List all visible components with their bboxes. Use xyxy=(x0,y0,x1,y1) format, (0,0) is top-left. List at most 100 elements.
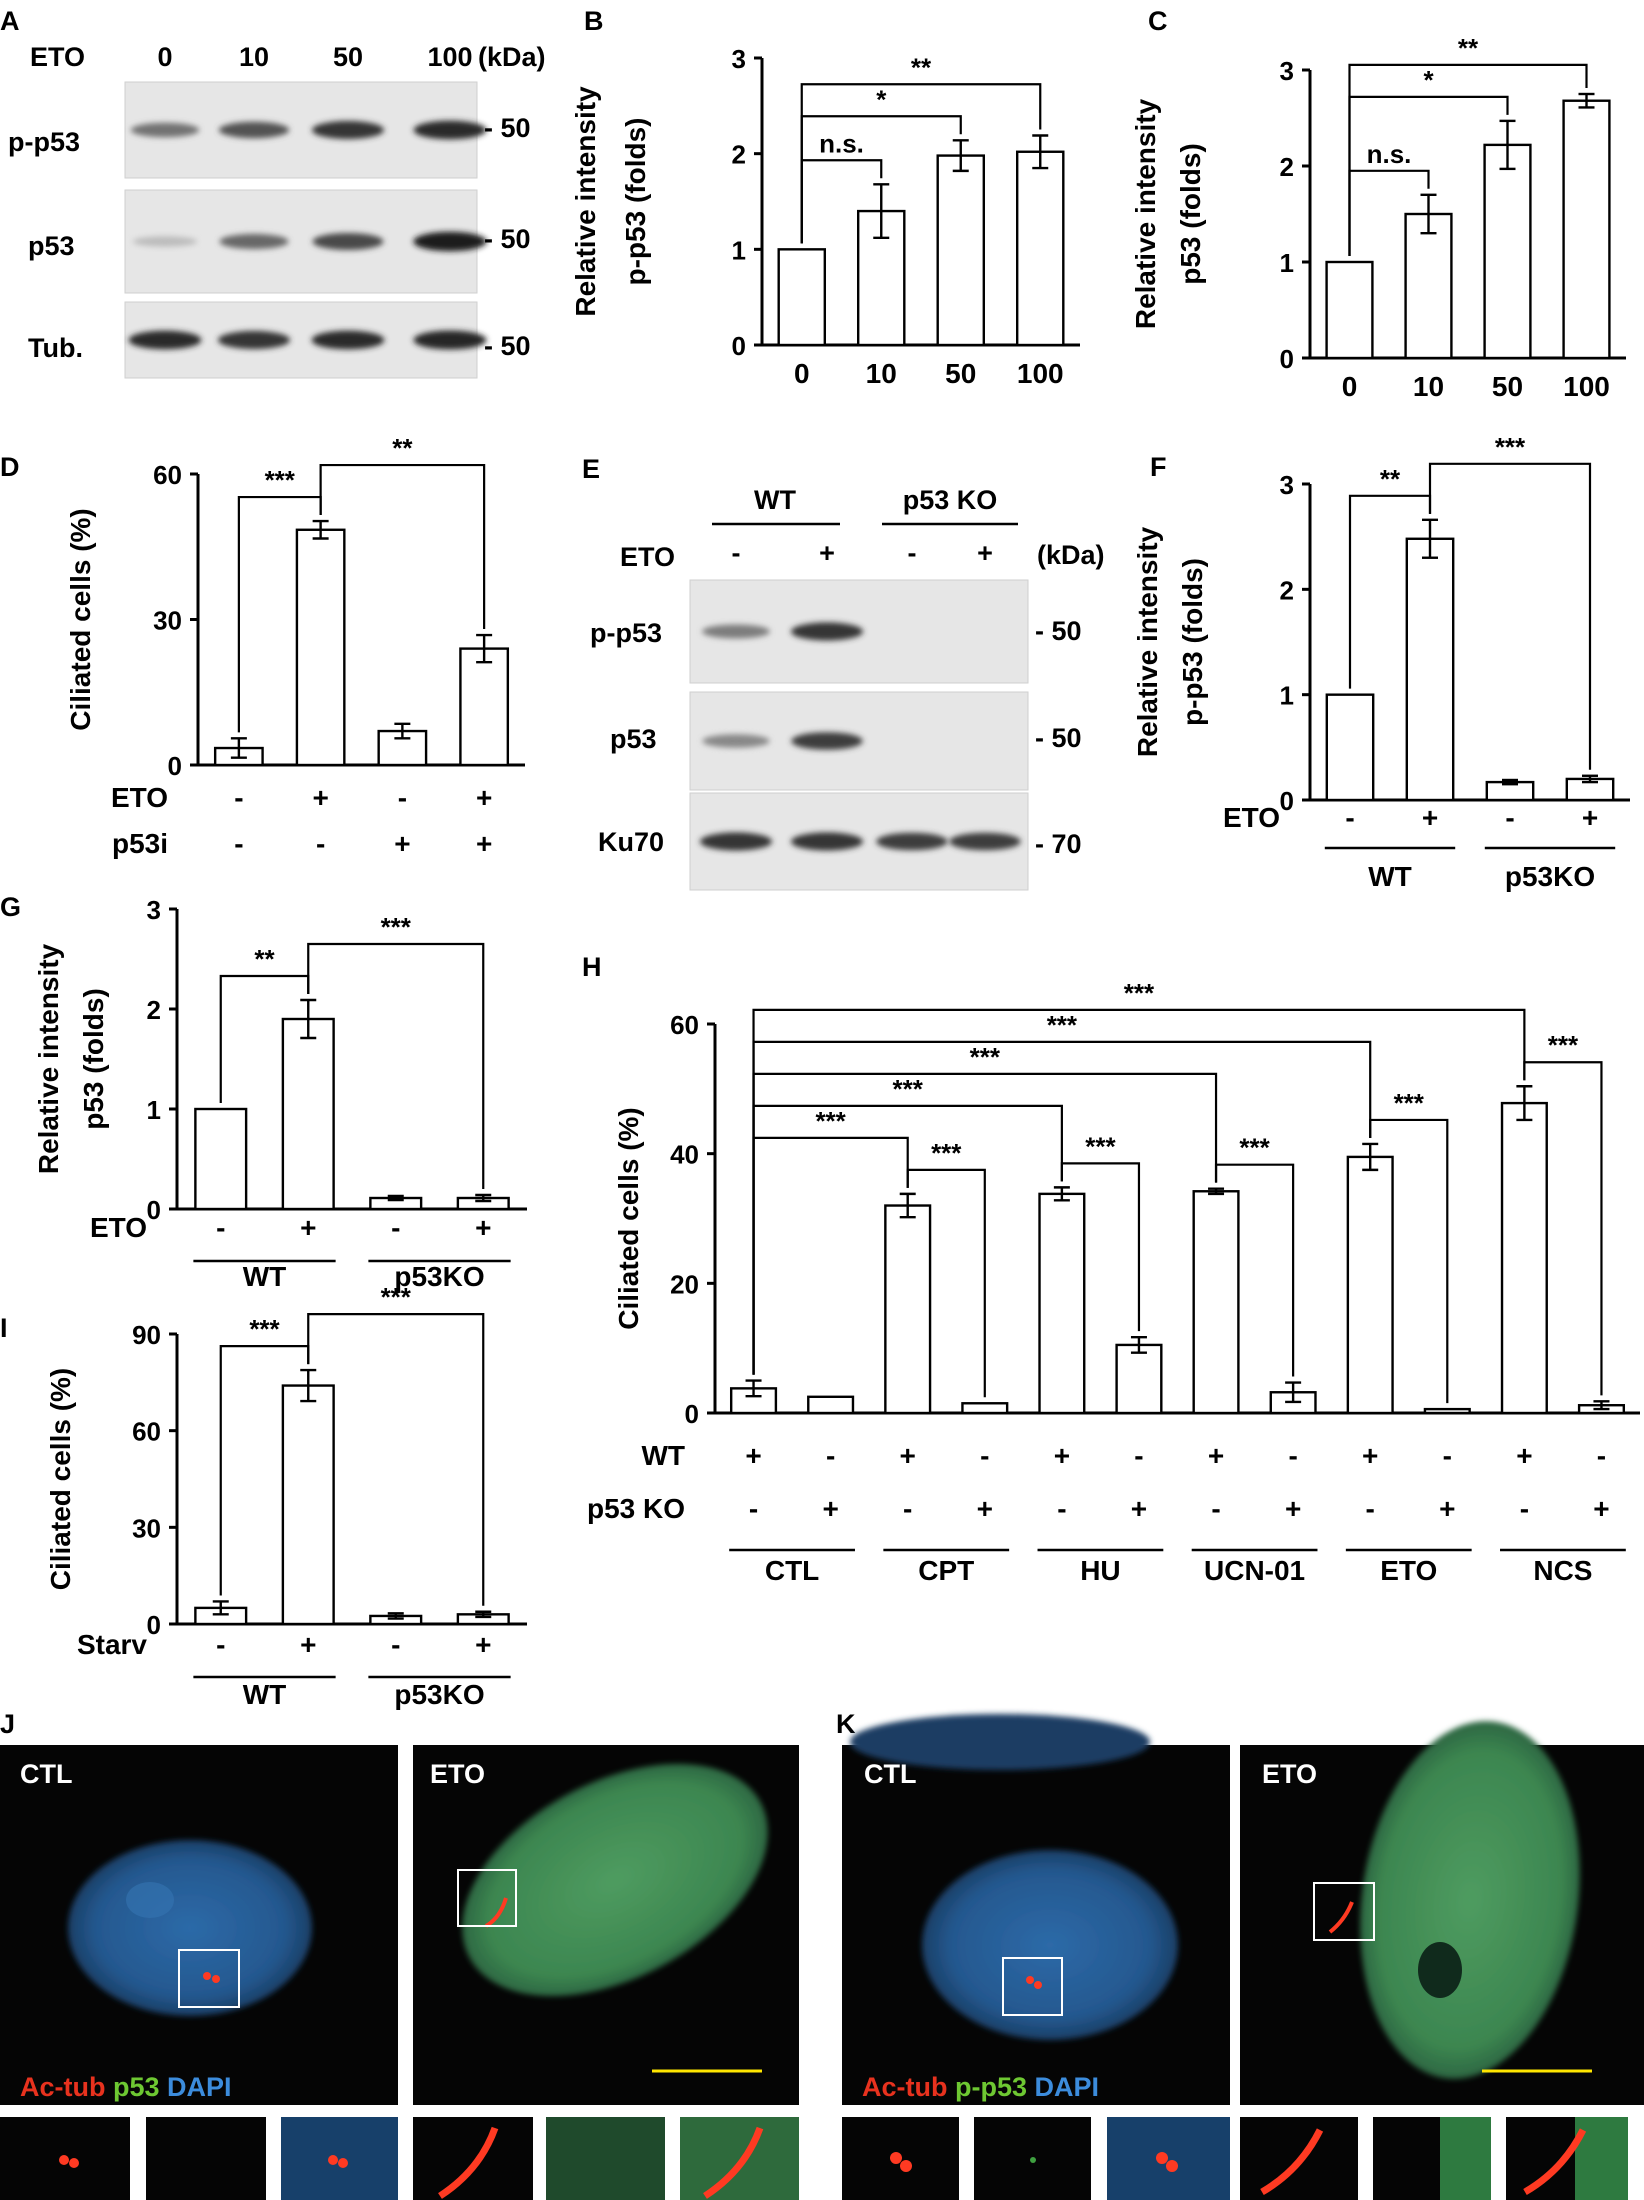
sign-D-0-2: + xyxy=(312,782,328,813)
blot-kda-3: - 50 xyxy=(484,331,531,361)
y-tick-label-G-0: 0 xyxy=(147,1195,161,1225)
panel-letter-d: D xyxy=(0,452,20,482)
bar-C-1 xyxy=(1325,260,1374,360)
sign-H-1-9: - xyxy=(1366,1493,1375,1524)
row-label-F-0: ETO xyxy=(1223,802,1280,833)
bar-D-2 xyxy=(295,528,346,767)
inset-j-1-dot xyxy=(59,2155,69,2165)
panel-letter-j: J xyxy=(0,1709,15,1739)
sig-label-H-4: *** xyxy=(1124,978,1155,1008)
sign-D-1-4: + xyxy=(476,828,492,859)
sig-label-F-1: *** xyxy=(1495,432,1526,462)
blot-band-e-3-1 xyxy=(699,832,773,851)
x-tick-label-C-3: 50 xyxy=(1492,371,1523,402)
bar-D-4 xyxy=(459,647,510,767)
group-label-H-4: ETO xyxy=(1380,1555,1437,1586)
sign-D-0-4: + xyxy=(476,782,492,813)
inset-j-2 xyxy=(146,2117,266,2200)
blot-band-a-1-1 xyxy=(130,122,200,138)
label-j-eto: ETO xyxy=(430,1759,485,1789)
sig-bracket-H-4 xyxy=(752,1008,1526,1375)
inset-j-3-dot-2 xyxy=(338,2158,348,2168)
panel-letter-i: I xyxy=(0,1313,8,1343)
blot-kda-e-3: - 70 xyxy=(1035,829,1082,859)
y-tick-label-C-0: 0 xyxy=(1280,344,1294,374)
inset-j-6-cilium xyxy=(703,2126,764,2199)
sign-D-1-3: + xyxy=(394,828,410,859)
chart-f: 0 1 2 3 Relative intensity p-p53 (folds) ETO - +… xyxy=(1132,432,1630,892)
blot-kda-e-2: - 50 xyxy=(1035,723,1082,753)
group-label-F-1: p53KO xyxy=(1505,861,1595,892)
legend-k-p-p53: p-p53 xyxy=(947,2072,1027,2102)
y-tick-label-H-0: 0 xyxy=(685,1399,699,1429)
blot-band-a-3-4 xyxy=(413,330,487,350)
nucleolus-j-ctl xyxy=(126,1882,174,1918)
y-tick-label-C-2: 2 xyxy=(1280,152,1294,182)
sign-H-0-6: - xyxy=(1134,1440,1143,1471)
blot-group-wt: WT xyxy=(754,485,796,515)
panel-j: J CTL Ac-tub p53 DAPI ETO xyxy=(0,1709,799,2200)
blot-sign-3: - xyxy=(908,538,917,568)
y-tick-label-B-0: 0 xyxy=(732,331,746,361)
y-axis-label-G-1: p53 (folds) xyxy=(78,988,109,1130)
group-label-F-0: WT xyxy=(1368,861,1412,892)
y-tick-label-G-1: 1 xyxy=(147,1095,161,1125)
group-label-G-1: p53KO xyxy=(394,1261,484,1292)
legend-j: Ac-tub p53 DAPI xyxy=(20,2072,232,2102)
y-axis-label-D-0: Ciliated cells (%) xyxy=(65,508,96,731)
y-tick-label-G-3: 3 xyxy=(147,895,161,925)
group-label-H-5: NCS xyxy=(1533,1555,1592,1586)
group-label-H-3: UCN-01 xyxy=(1204,1555,1305,1586)
y-tick-label-I-3: 90 xyxy=(132,1320,161,1350)
sign-H-1-7: - xyxy=(1211,1493,1220,1524)
inset-k-3 xyxy=(1107,2117,1230,2200)
y-axis-label-C-0: Relative intensity xyxy=(1130,98,1161,329)
sign-H-1-4: + xyxy=(977,1493,993,1524)
inset-k-3-dot xyxy=(1156,2152,1168,2164)
row-label-D-1: p53i xyxy=(112,828,168,859)
inset-k-1-dot xyxy=(890,2152,902,2164)
sig-label-H-1: *** xyxy=(893,1074,924,1104)
sig-label-C-1: * xyxy=(1423,65,1434,95)
bar-I-2 xyxy=(281,1384,335,1626)
blot-header-lane-3: 50 xyxy=(333,42,363,72)
x-tick-label-B-2: 10 xyxy=(866,358,897,389)
sig-label-B-0: n.s. xyxy=(819,128,864,158)
y-axis-label-I-0: Ciliated cells (%) xyxy=(45,1368,76,1591)
sign-H-0-4: - xyxy=(980,1440,989,1471)
bar-C-4 xyxy=(1562,99,1611,360)
sign-D-0-1: - xyxy=(234,782,243,813)
sig-label-H-2: *** xyxy=(970,1042,1001,1072)
sign-G-0-2: + xyxy=(300,1212,316,1243)
y-tick-label-B-3: 3 xyxy=(732,44,746,74)
y-tick-label-C-3: 3 xyxy=(1280,56,1294,86)
blot-header-lane-1: 0 xyxy=(157,42,172,72)
blot-kda-1: - 50 xyxy=(484,113,531,143)
sig-label-B-1: * xyxy=(876,84,887,114)
sign-H-1-10: + xyxy=(1439,1493,1455,1524)
sig-label-H-3: *** xyxy=(1047,1010,1078,1040)
legend-k: Ac-tub p-p53 DAPI xyxy=(862,2072,1099,2102)
sign-H-0-2: - xyxy=(826,1440,835,1471)
inset-k-3-dot-2 xyxy=(1166,2160,1178,2172)
y-tick-label-F-3: 3 xyxy=(1280,470,1294,500)
sign-H-1-2: + xyxy=(822,1493,838,1524)
inset-box-j-ctl xyxy=(178,1949,240,2008)
blot-label-e-ku70: Ku70 xyxy=(598,827,664,857)
sign-H-0-3: + xyxy=(900,1440,916,1471)
legend-k-dapi: DAPI xyxy=(1027,2072,1099,2102)
chart-c: 0 1 2 3 Relative intensity p53 (folds) 0 10 50 10… xyxy=(1130,33,1626,402)
inset-k-2-dot xyxy=(1030,2157,1036,2163)
bar-B-4 xyxy=(1015,150,1065,347)
sign-I-0-4: + xyxy=(475,1629,491,1660)
inset-box-k-eto xyxy=(1313,1882,1375,1941)
y-tick-label-F-1: 1 xyxy=(1280,681,1294,711)
sign-I-0-2: + xyxy=(300,1629,316,1660)
panel-letter-e: E xyxy=(582,454,600,484)
row-label-G-0: ETO xyxy=(90,1212,147,1243)
cilium-k-ctl-1 xyxy=(1026,1976,1034,1984)
blot-label-p53: p53 xyxy=(28,231,75,261)
panel-letter-k: K xyxy=(836,1709,856,1739)
blot-band-a-2-2 xyxy=(219,233,289,250)
y-axis-label-B-0: Relative intensity xyxy=(570,86,601,317)
